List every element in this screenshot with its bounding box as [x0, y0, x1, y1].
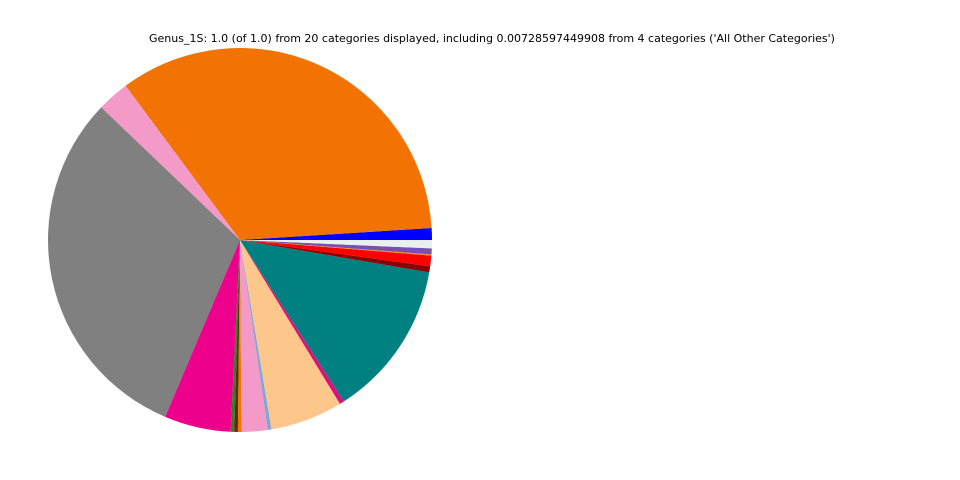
- pie-slice: [165, 240, 240, 432]
- pie-slice: [240, 240, 432, 267]
- pie-slice: [237, 240, 242, 432]
- pie-slice: [240, 240, 272, 430]
- pie-slice: [230, 240, 240, 432]
- pie-slice: [240, 240, 432, 249]
- pie-slice: [240, 240, 431, 273]
- pie-slice: [240, 240, 430, 402]
- pie-slice: [47, 107, 241, 417]
- pie-slice: [240, 240, 268, 432]
- pie-slice: [240, 240, 345, 404]
- pie-slice: [125, 47, 432, 240]
- pie-slice: [240, 240, 432, 255]
- pie-slice: [240, 227, 432, 240]
- pie-slice: [240, 240, 432, 256]
- chart-title: Genus_1S: 1.0 (of 1.0) from 20 categorie…: [149, 32, 835, 45]
- pie-slice: [101, 85, 240, 240]
- pie-slice: [240, 240, 340, 430]
- pie-slice: [234, 240, 240, 432]
